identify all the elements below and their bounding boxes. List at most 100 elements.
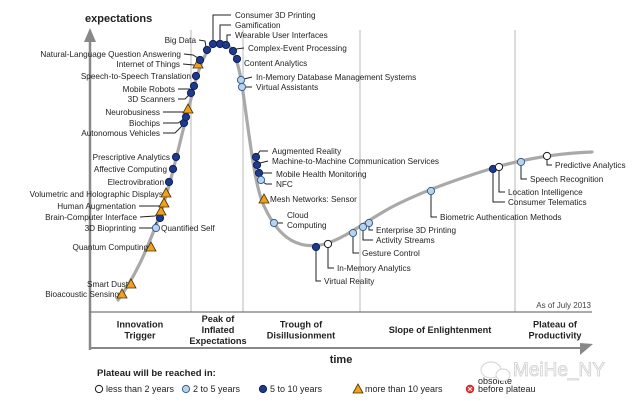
label-predictive-analytics: Predictive Analytics (555, 161, 626, 170)
phase-label-slope-of-enlightenment: Slope of Enlightenment (389, 325, 492, 335)
leader-machine-to-machine-communication-services (259, 160, 269, 164)
y-axis-arrow-icon (84, 28, 96, 42)
label-activity-streams: Activity Streams (376, 236, 435, 245)
marker-complex-event-processing (228, 46, 238, 56)
label-nfc: NFC (276, 180, 293, 189)
leader-predictive-analytics (546, 159, 552, 166)
phase-label-innovation-trigger: Trigger (124, 331, 156, 341)
y-axis-title: expectations (85, 13, 152, 25)
marker-virtual-reality (311, 242, 321, 252)
label-volumetric-and-holographic-displays: Volumetric and Holographic Displays (30, 190, 163, 199)
leader-big-data (198, 39, 207, 48)
label-augmented-reality: Augmented Reality (272, 147, 342, 156)
label-consumer-3d-printing: Consumer 3D Printing (235, 11, 316, 20)
leader-3d-scanners (178, 94, 190, 100)
watermark: MeiHe_NY (480, 360, 606, 382)
marker-quantified-self (151, 223, 161, 233)
watermark-text: MeiHe_NY (513, 360, 605, 381)
label-cloud-computing: Cloud Computing (287, 211, 327, 230)
marker-enterprise-3d-printing (364, 218, 374, 228)
leader-virtual-reality (315, 250, 321, 282)
leader-complex-event-processing (235, 47, 245, 50)
label-autonomous-vehicles: Autonomous Vehicles (81, 129, 160, 138)
phase-label-peak-of-inflated-expectations: Peak of (202, 314, 236, 324)
phase-label-plateau-of-productivity: Plateau of (533, 320, 578, 330)
label-mesh-networks-sensor: Mesh Networks: Sensor (270, 195, 357, 204)
leader-in-memory-analytics (327, 247, 334, 269)
leader-lines (139, 14, 552, 282)
leader-enterprise-3d-printing (368, 226, 373, 231)
label-gesture-control: Gesture Control (362, 249, 420, 258)
legend-title: Plateau will be reached in: (97, 368, 216, 379)
leader-gamification (219, 24, 231, 41)
x-axis-title: time (330, 354, 353, 366)
marker-3d-bioprinting (155, 213, 165, 223)
leader-gesture-control (352, 236, 359, 254)
marker-augmented-reality (251, 152, 261, 162)
marker-in-memory-analytics (323, 239, 333, 249)
leader-in-memory-database-management-systems (243, 76, 253, 80)
phase-label-innovation-trigger: Innovation (117, 320, 164, 330)
marker-electrovibration (164, 177, 174, 187)
marker-human-augmentation (158, 197, 170, 208)
label-enterprise-3d-printing: Enterprise 3D Printing (376, 226, 457, 235)
leader-location-intelligence (498, 170, 505, 193)
label-speech-to-speech-translation: Speech-to-Speech Translation (81, 72, 192, 81)
label-gamification: Gamification (235, 21, 281, 30)
label-human-augmentation: Human Augmentation (57, 202, 136, 211)
label-content-analytics: Content Analytics (244, 59, 307, 68)
label-in-memory-analytics: In-Memory Analytics (337, 264, 411, 273)
marker-predictive-analytics (542, 151, 552, 161)
marker-in-memory-database-management-systems (236, 75, 246, 85)
marker-smart-dust (125, 278, 137, 289)
legend-label-lt2: less than 2 years (106, 384, 175, 394)
leader-autonomous-vehicles (163, 125, 183, 134)
label-brain-computer-interface: Brain-Computer Interface (45, 213, 137, 222)
label-3d-scanners: 3D Scanners (128, 95, 175, 104)
label-natural-language-question-answering: Natural-Language Question Answering (40, 50, 181, 59)
y-axis (84, 28, 96, 350)
leader-biometric-authentication-methods (430, 194, 437, 218)
legend-marker-5to10 (258, 384, 268, 394)
legend-label-2to5: 2 to 5 years (193, 384, 241, 394)
label-biometric-authentication-methods: Biometric Authentication Methods (440, 213, 562, 222)
legend-label-obsolete-2: before plateau (478, 384, 536, 394)
phase-label-trough-of-disillusionment: Trough of (280, 320, 323, 330)
marker-mesh-networks-sensor (258, 193, 270, 204)
legend: Plateau will be reached in: less than 2 … (94, 368, 536, 394)
label-biochips: Biochips (129, 119, 160, 128)
label-wearable-user-interfaces: Wearable User Interfaces (235, 31, 328, 40)
x-axis-arrow-icon (580, 343, 593, 355)
label-smart-dust: Smart Dust (87, 280, 129, 289)
legend-marker-obsolete (465, 384, 475, 394)
label-mobile-health-monitoring: Mobile Health Monitoring (276, 170, 367, 179)
label-prescriptive-analytics: Prescriptive Analytics (93, 153, 170, 162)
marker-gesture-control (348, 228, 358, 238)
marker-neurobusiness (182, 103, 194, 114)
label-quantified-self: Quantified Self (161, 224, 215, 233)
label-bioacoustic-sensing: Bioacoustic Sensing (45, 290, 119, 299)
legend-label-5to10: 5 to 10 years (270, 384, 323, 394)
marker-affective-computing (168, 164, 178, 174)
marker-biochips (181, 112, 191, 122)
leader-natural-language-question-answering (183, 53, 199, 59)
phase-label-peak-of-inflated-expectations: Expectations (189, 336, 246, 346)
label-neurobusiness: Neurobusiness (105, 108, 160, 117)
legend-label-obsolete-1: obsolete (478, 376, 512, 386)
technology-markers (116, 39, 552, 299)
marker-speech-recognition (516, 157, 526, 167)
phase-label-plateau-of-productivity: Productivity (528, 331, 582, 341)
marker-machine-to-machine-communication-services (252, 160, 262, 170)
legend-marker-lt2 (94, 384, 104, 394)
leader-speech-recognition (520, 165, 527, 180)
label-virtual-reality: Virtual Reality (324, 277, 375, 286)
phase-label-trough-of-disillusionment: Disillusionment (267, 331, 335, 341)
marker-mobile-robots (189, 81, 199, 91)
leader-wearable-user-interfaces (226, 34, 231, 42)
marker-quantum-computing (145, 241, 157, 252)
label-complex-event-processing: Complex-Event Processing (248, 44, 347, 53)
marker-biometric-authentication-methods (426, 186, 436, 196)
